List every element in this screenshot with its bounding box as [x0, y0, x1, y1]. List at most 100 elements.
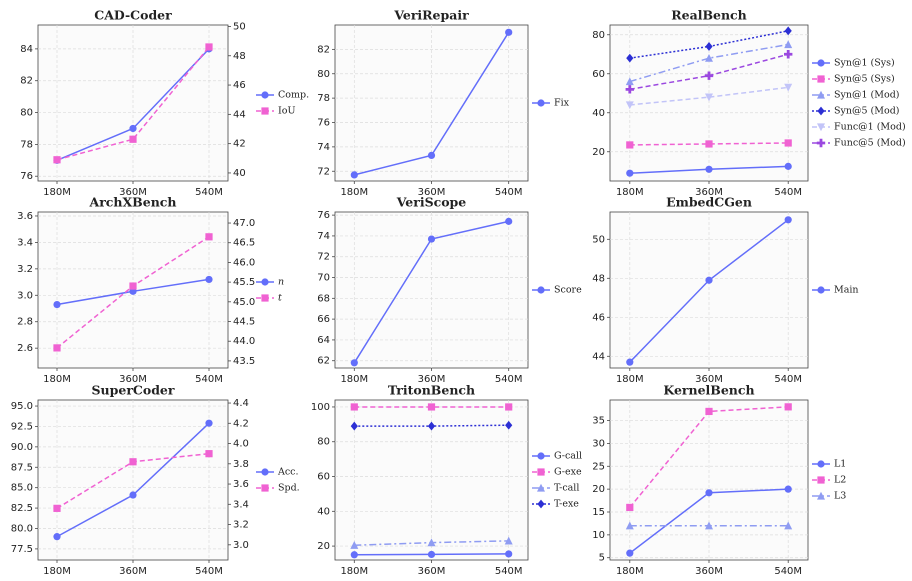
x-tick-label: 540M	[195, 187, 223, 198]
marker	[817, 90, 825, 99]
marker	[53, 344, 61, 352]
x-tick-label: 360M	[119, 566, 147, 577]
marker	[817, 59, 825, 67]
y2-tick-label: 4.2	[233, 418, 249, 429]
marker	[784, 403, 792, 411]
marker	[537, 99, 545, 107]
marker	[626, 503, 634, 512]
y-tick-label: 78	[20, 139, 33, 150]
marker	[505, 420, 513, 430]
y-tick-label: 50	[592, 234, 605, 245]
y2-tick-label: 3.0	[233, 540, 249, 551]
marker	[817, 106, 825, 116]
marker	[537, 286, 545, 294]
x-tick-label: 180M	[616, 566, 644, 577]
marker	[350, 551, 358, 559]
marker	[129, 282, 137, 290]
y2-tick-label: 50	[233, 21, 246, 32]
marker	[427, 538, 436, 547]
marker	[817, 460, 825, 468]
y-tick-label: 25	[592, 461, 605, 472]
y-tick-label: 80.0	[11, 523, 33, 534]
x-tick-label: 180M	[43, 566, 71, 577]
y2-tick-label: 3.2	[233, 520, 249, 531]
y-tick-label: 77.5	[11, 544, 33, 555]
y-tick-label: 92.5	[11, 421, 33, 432]
y-tick-label: 74	[317, 142, 330, 153]
y-tick-label: 66	[317, 314, 330, 325]
y-tick-label: 10	[592, 530, 605, 541]
marker	[205, 233, 213, 241]
y2-tick-label: 42	[233, 139, 246, 150]
legend-label: Syn@1 (Mod)	[834, 90, 900, 101]
x-tick-label: 540M	[495, 187, 523, 198]
y-tick-label: 44	[592, 351, 605, 362]
x-tick-label: 360M	[418, 187, 446, 198]
x-tick-label: 360M	[119, 374, 147, 385]
y-tick-label: 84	[20, 44, 33, 55]
marker	[625, 77, 634, 86]
marker	[53, 533, 61, 541]
y-tick-label: 3.6	[17, 211, 33, 222]
marker	[625, 521, 634, 530]
marker	[817, 476, 825, 484]
marker	[784, 26, 792, 36]
y2-tick-label: 40	[233, 168, 246, 179]
chart-title: TritonBench	[388, 383, 475, 398]
marker	[537, 452, 545, 460]
y2-tick-label: 48	[233, 51, 246, 62]
y-tick-label: 76	[317, 210, 330, 221]
marker	[626, 358, 634, 366]
y-tick-label: 82.5	[11, 503, 33, 514]
y-tick-label: 95.0	[11, 401, 33, 412]
marker	[784, 485, 792, 493]
y-tick-label: 70	[317, 273, 330, 284]
y-tick-label: 40	[592, 108, 605, 119]
marker	[129, 458, 137, 466]
y2-tick-label: 46	[233, 80, 246, 91]
chart-title: EmbedCGen	[666, 195, 752, 210]
x-tick-label: 360M	[695, 374, 723, 385]
y-tick-label: 3.4	[17, 237, 33, 248]
legend-label: Acc.	[277, 467, 299, 478]
marker	[626, 549, 634, 557]
marker	[817, 491, 825, 500]
x-tick-label: 360M	[418, 374, 446, 385]
marker	[784, 50, 793, 59]
legend-label: IoU	[278, 106, 295, 117]
x-tick-label: 180M	[340, 566, 368, 577]
marker	[705, 93, 713, 102]
marker	[705, 489, 713, 497]
y-tick-label: 35	[592, 416, 605, 427]
marker	[705, 53, 713, 62]
y-tick-label: 87.5	[11, 462, 33, 473]
legend-label: L3	[834, 491, 846, 502]
legend-label: Func@5 (Mod)	[834, 138, 906, 149]
legend-label: Score	[554, 285, 582, 296]
chart-title: CAD-Coder	[94, 8, 172, 23]
marker	[626, 53, 634, 63]
legend-label: G-call	[554, 451, 582, 462]
y2-tick-label: 45.5	[233, 277, 255, 288]
legend-label: Func@1 (Mod)	[834, 122, 906, 133]
chart-title: RealBench	[671, 8, 747, 23]
marker	[350, 403, 358, 411]
marker	[205, 450, 213, 458]
x-tick-label: 360M	[119, 187, 147, 198]
y-tick-label: 30	[592, 438, 605, 449]
y-tick-label: 20	[592, 147, 605, 158]
legend-label: Main	[834, 285, 859, 296]
legend-label: t	[278, 293, 282, 304]
marker	[626, 169, 634, 177]
marker	[784, 521, 793, 530]
y2-tick-label: 44	[233, 109, 246, 120]
y-tick-label: 100	[311, 402, 330, 413]
y-tick-label: 85.0	[11, 483, 33, 494]
series-line	[56, 46, 210, 161]
x-tick-label: 540M	[195, 566, 223, 577]
y-tick-label: 80	[317, 69, 330, 80]
marker	[784, 83, 793, 92]
marker	[705, 42, 713, 51]
y-tick-label: 68	[317, 293, 330, 304]
y2-tick-label: 43.5	[233, 356, 255, 367]
